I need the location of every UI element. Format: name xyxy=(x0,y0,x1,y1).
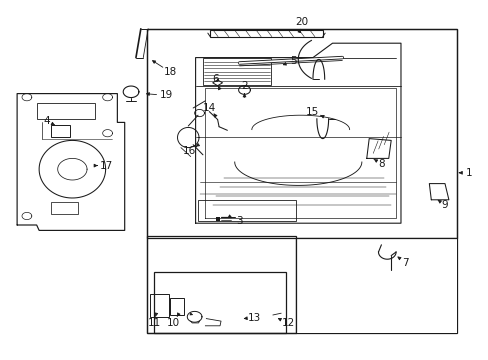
Text: 20: 20 xyxy=(295,17,308,27)
Text: 13: 13 xyxy=(247,312,261,323)
Text: 10: 10 xyxy=(167,318,180,328)
Text: 8: 8 xyxy=(377,159,384,169)
Text: 17: 17 xyxy=(100,161,113,171)
Text: 4: 4 xyxy=(43,116,50,126)
Bar xyxy=(154,272,285,333)
Text: 15: 15 xyxy=(305,107,318,117)
Bar xyxy=(198,200,295,221)
Text: 5: 5 xyxy=(289,56,296,66)
Text: 12: 12 xyxy=(281,318,295,328)
Bar xyxy=(150,294,168,317)
Bar xyxy=(146,236,295,333)
Bar xyxy=(146,29,456,238)
Bar xyxy=(37,103,95,119)
Bar xyxy=(295,238,456,333)
Text: 16: 16 xyxy=(183,146,196,156)
Text: 9: 9 xyxy=(441,200,447,210)
Text: 11: 11 xyxy=(147,318,161,328)
Text: 14: 14 xyxy=(202,103,216,113)
Text: 6: 6 xyxy=(211,74,218,84)
Text: 7: 7 xyxy=(402,258,408,268)
Text: 18: 18 xyxy=(163,67,177,77)
Text: 19: 19 xyxy=(159,90,173,100)
Bar xyxy=(146,29,456,333)
Bar xyxy=(170,298,183,315)
Bar xyxy=(51,202,78,214)
Text: 1: 1 xyxy=(465,168,472,178)
Bar xyxy=(203,58,271,85)
Bar xyxy=(51,125,70,137)
Text: 2: 2 xyxy=(241,81,247,91)
Text: 3: 3 xyxy=(236,216,243,226)
Bar xyxy=(210,30,322,37)
